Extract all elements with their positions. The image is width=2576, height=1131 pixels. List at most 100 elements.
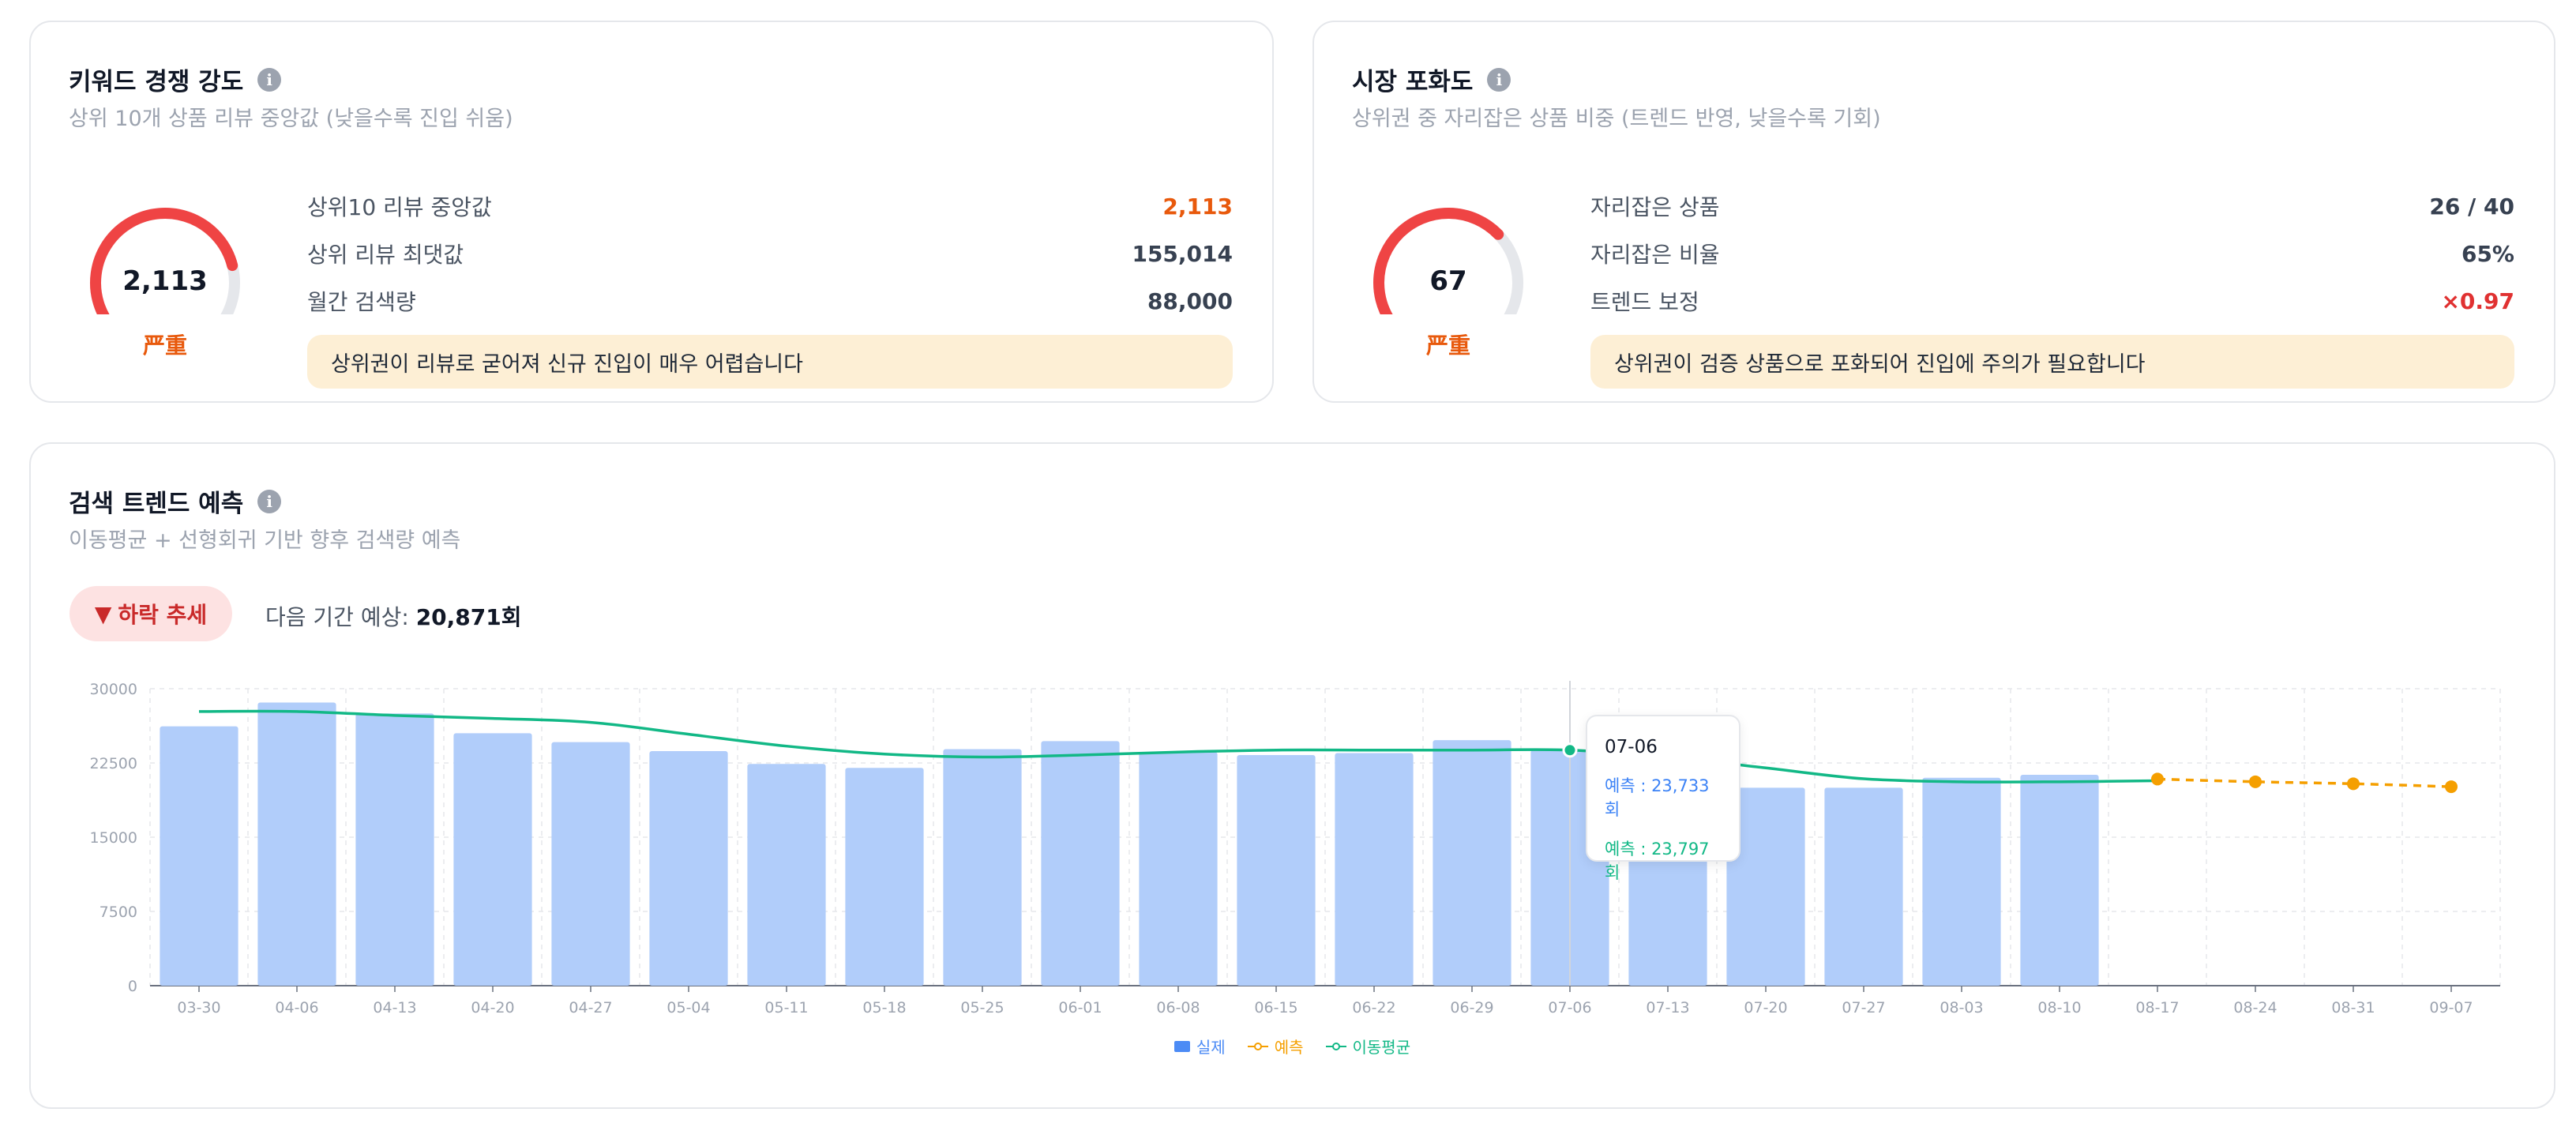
stat-row: 자리잡은 비율 65% [1590,230,2514,277]
saturation-title-text: 시장 포화도 [1352,68,1474,96]
saturation-level: 严重 [1425,333,1470,359]
saturation-gauge: 67 严重 [1369,204,1527,359]
bar-actual [1433,740,1511,986]
bar-actual [551,742,630,986]
legend-actual-label: 실제 [1196,1038,1226,1057]
chart-legend: 실제 예측 이동평균 [29,1035,2555,1058]
x-tick-label: 09-07 [2429,999,2473,1016]
competition-gauge-value: 2,113 [122,265,208,297]
triangle-down-icon: ▼ [94,600,112,627]
competition-level: 严重 [142,333,187,359]
stat-label: 트렌드 보정 [1590,289,1699,315]
forecast-point [2445,780,2458,794]
stat-label: 자리잡은 비율 [1590,242,1720,268]
x-tick-label: 06-29 [1450,999,1493,1016]
x-tick-label: 04-06 [275,999,318,1016]
y-tick-label: 22500 [90,755,137,772]
competition-card: 키워드 경쟁 강도 i 상위 10개 상품 리뷰 중앙값 (낮을수록 진입 쉬움… [29,21,1274,403]
bar-actual [355,713,434,986]
next-forecast-label: 다음 기간 예상: [265,604,409,630]
x-tick-label: 04-27 [569,999,612,1016]
competition-notice: 상위권이 리뷰로 굳어져 신규 진입이 매우 어렵습니다 [307,335,1233,389]
x-tick-label: 06-22 [1352,999,1395,1016]
legend-moving-avg-label: 이동평균 [1352,1038,1411,1057]
tooltip-date: 07-06 [1605,737,1658,757]
bar-actual [1237,754,1316,986]
y-tick-label: 30000 [90,681,137,698]
stat-label: 자리잡은 상품 [1590,194,1720,220]
x-tick-label: 06-15 [1254,999,1297,1016]
tooltip-moving-avg: 예측 : 23,797회 [1605,840,1710,882]
x-tick-label: 04-13 [373,999,416,1016]
x-tick-label: 07-06 [1548,999,1591,1016]
stat-row: 상위10 리뷰 중앙값 2,113 [307,182,1233,230]
moving-avg-line [198,709,2158,783]
competition-gauge: 2,113 严重 [86,204,244,359]
stat-value: 65% [2461,240,2514,267]
stat-label: 상위 리뷰 최댓값 [307,242,464,268]
saturation-stats: 자리잡은 상품 26 / 40 자리잡은 비율 65% 트렌드 보정 ×0.97… [1590,182,2514,389]
competition-title: 키워드 경쟁 강도 i [69,62,282,97]
bar-actual [1041,741,1120,986]
bar-actual [1726,787,1805,986]
legend-forecast[interactable]: 예측 [1247,1035,1304,1058]
bar-actual [1335,753,1414,986]
x-tick-label: 05-18 [862,999,906,1016]
saturation-title: 시장 포화도 i [1352,62,1511,97]
bar-actual [1824,787,1903,986]
bar-actual [1922,777,2001,986]
tooltip-forecast: 예측 : 23,733회 [1605,776,1710,819]
trend-subtitle: 이동평균 + 선형회귀 기반 향후 검색량 예측 [69,528,461,553]
stat-value: 26 / 40 [2429,193,2514,220]
x-tick-label: 08-03 [1940,999,1983,1016]
y-tick-label: 0 [128,978,137,995]
bar-actual [257,702,336,986]
bar-actual [747,764,826,986]
info-icon[interactable]: i [257,67,282,92]
legend-forecast-label: 예측 [1274,1038,1304,1057]
stat-value: 88,000 [1147,287,1233,314]
stat-value: 155,014 [1132,240,1233,267]
legend-actual-swatch [1173,1040,1190,1052]
gauge-arc [1372,207,1523,314]
x-tick-label: 07-27 [1842,999,1885,1016]
info-icon[interactable]: i [257,489,282,513]
x-tick-label: 04-20 [471,999,514,1016]
stat-value: 2,113 [1162,193,1233,220]
trend-title-text: 검색 트렌드 예측 [69,490,244,518]
bar-actual [2020,775,2099,986]
x-tick-label: 06-08 [1156,999,1200,1016]
bar-actual [845,768,924,986]
bar-actual [943,749,1022,986]
legend-moving-avg[interactable]: 이동평균 [1325,1035,1411,1058]
competition-stats: 상위10 리뷰 중앙값 2,113 상위 리뷰 최댓값 155,014 월간 검… [307,182,1233,389]
chart-tooltip: 07-06 예측 : 23,733회 예측 : 23,797회 [1586,715,1740,882]
x-tick-label: 07-20 [1744,999,1787,1016]
x-tick-label: 03-30 [177,999,220,1016]
y-tick-label: 15000 [90,829,137,847]
stat-value: ×0.97 [2441,287,2514,314]
competition-title-text: 키워드 경쟁 강도 [69,68,244,96]
saturation-gauge-value: 67 [1429,265,1467,297]
saturation-subtitle: 상위권 중 자리잡은 상품 비중 (트렌드 반영, 낮을수록 기회) [1352,107,1881,131]
x-tick-label: 07-13 [1646,999,1689,1016]
trend-title: 검색 트렌드 예측 i [69,483,282,519]
x-tick-label: 06-01 [1058,999,1102,1016]
stat-label: 상위10 리뷰 중앙값 [307,194,492,220]
forecast-point [2151,772,2164,786]
info-icon[interactable]: i [1487,67,1511,92]
x-tick-label: 05-04 [667,999,710,1016]
legend-forecast-swatch [1247,1042,1268,1050]
forecast-point [2347,777,2360,791]
bar-actual [453,733,532,986]
gauge-arc [90,208,240,314]
stat-row: 월간 검색량 88,000 [307,277,1233,325]
legend-actual[interactable]: 실제 [1173,1035,1226,1058]
next-forecast: 다음 기간 예상: 20,871회 [265,600,522,632]
x-tick-label: 08-17 [2135,999,2179,1016]
stat-row: 상위 리뷰 최댓값 155,014 [307,230,1233,277]
saturation-notice: 상위권이 검증 상품으로 포화되어 진입에 주의가 필요합니다 [1590,335,2514,389]
bar-actual [1139,752,1218,986]
gauge-fill [90,208,238,314]
